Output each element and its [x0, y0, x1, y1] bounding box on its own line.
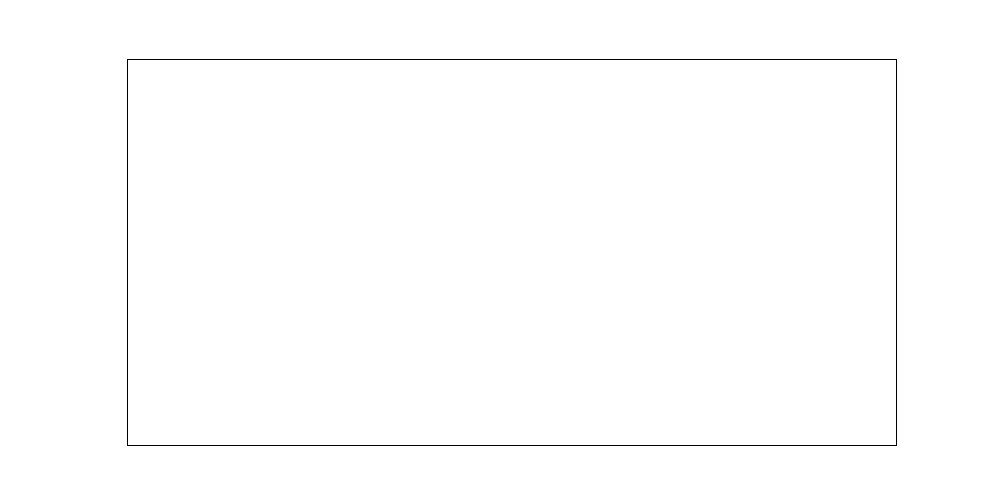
word-cloud-frame	[127, 59, 897, 446]
word-cloud	[128, 60, 897, 446]
